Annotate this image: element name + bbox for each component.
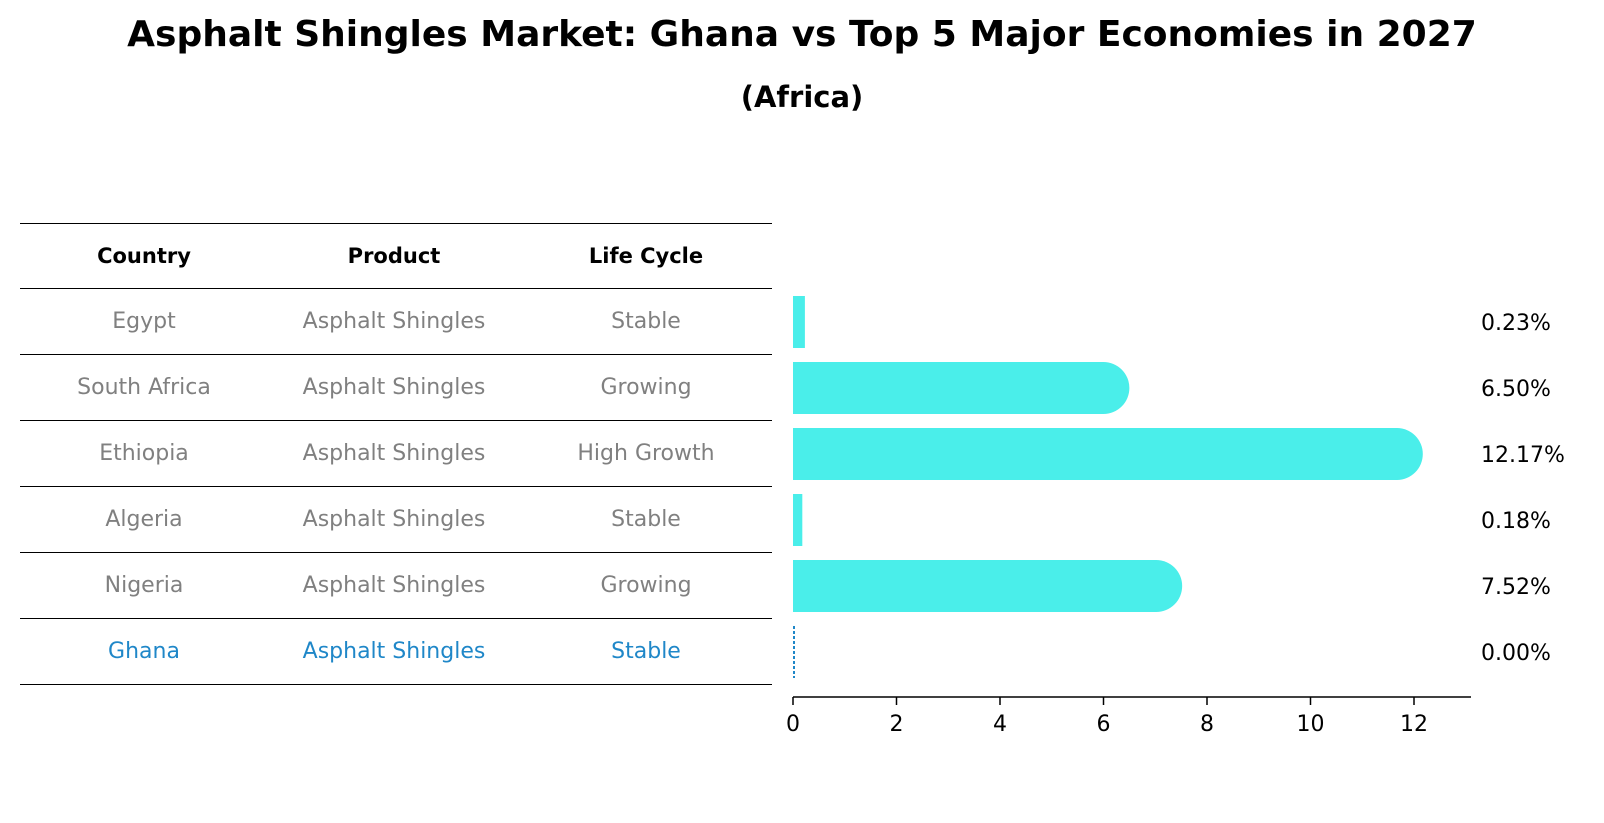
bar-nigeria	[793, 560, 1183, 612]
x-tick-label: 12	[1400, 712, 1428, 737]
bar-south-africa	[793, 362, 1130, 414]
life-cycle-cell: Stable	[611, 507, 681, 532]
header-life-cycle: Life Cycle	[588, 244, 704, 268]
data-table: Country Product Life Cycle Egypt Asphalt…	[20, 223, 772, 685]
value-label: 0.18%	[1481, 509, 1551, 534]
x-tick-label: 0	[786, 712, 800, 737]
value-label: 6.50%	[1481, 377, 1551, 402]
table-row: Algeria Asphalt Shingles Stable	[20, 487, 772, 553]
x-tick-label: 4	[993, 712, 1007, 737]
bar-algeria	[793, 494, 803, 546]
chart-subtitle: (Africa)	[740, 80, 864, 114]
life-cycle-cell: Stable	[611, 639, 681, 664]
x-tick-label: 10	[1297, 712, 1325, 737]
product-cell: Asphalt Shingles	[302, 309, 486, 334]
x-tick-label: 2	[890, 712, 904, 737]
product-cell: Asphalt Shingles	[302, 441, 486, 466]
product-cell: Asphalt Shingles	[302, 639, 486, 664]
table-header-row: Country Product Life Cycle	[20, 223, 772, 289]
country-cell: Ethiopia	[99, 441, 189, 466]
chart-title: Asphalt Shingles Market: Ghana vs Top 5 …	[127, 14, 1477, 55]
value-label: 12.17%	[1481, 443, 1565, 468]
country-cell: South Africa	[77, 375, 211, 400]
value-label: 0.23%	[1481, 311, 1551, 336]
product-cell: Asphalt Shingles	[302, 573, 486, 598]
life-cycle-cell: High Growth	[577, 441, 715, 466]
header-product: Product	[347, 244, 441, 268]
value-label: 7.52%	[1481, 575, 1551, 600]
bar-egypt	[793, 296, 805, 348]
x-tick-label: 6	[1097, 712, 1111, 737]
country-cell: Nigeria	[104, 573, 184, 598]
life-cycle-cell: Growing	[600, 573, 692, 598]
country-cell: Ghana	[108, 639, 180, 664]
life-cycle-cell: Growing	[600, 375, 692, 400]
table-row-highlight: Ghana Asphalt Shingles Stable	[20, 619, 772, 685]
product-cell: Asphalt Shingles	[302, 507, 486, 532]
table-row: Nigeria Asphalt Shingles Growing	[20, 553, 772, 619]
country-cell: Algeria	[105, 507, 183, 532]
product-cell: Asphalt Shingles	[302, 375, 486, 400]
table-row: South Africa Asphalt Shingles Growing	[20, 355, 772, 421]
life-cycle-cell: Stable	[611, 309, 681, 334]
header-country: Country	[97, 244, 191, 268]
country-cell: Egypt	[112, 309, 176, 334]
table-row: Ethiopia Asphalt Shingles High Growth	[20, 421, 772, 487]
bar-ethiopia	[793, 428, 1423, 480]
x-tick-label: 8	[1200, 712, 1214, 737]
table-row: Egypt Asphalt Shingles Stable	[20, 289, 772, 355]
value-label: 0.00%	[1481, 641, 1551, 666]
